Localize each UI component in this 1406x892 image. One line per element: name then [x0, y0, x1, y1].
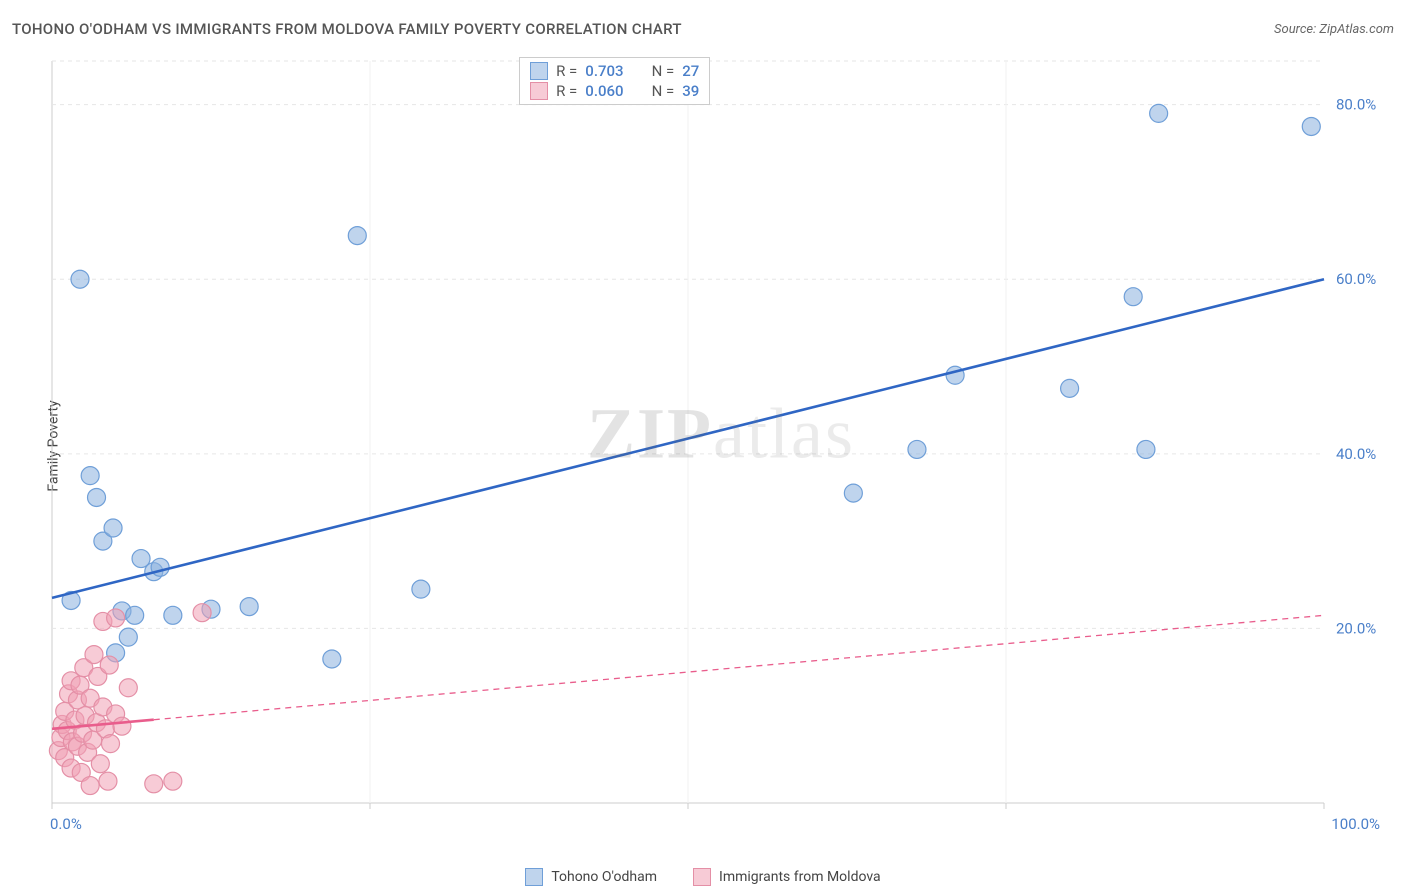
- data-point: [145, 775, 163, 793]
- data-point: [844, 484, 862, 502]
- data-point: [348, 227, 366, 245]
- chart-title: TOHONO O'ODHAM VS IMMIGRANTS FROM MOLDOV…: [12, 20, 682, 38]
- y-tick-label: 20.0%: [1336, 619, 1376, 637]
- stat-r-label: R =: [556, 82, 577, 100]
- data-point: [99, 772, 117, 790]
- y-tick-label: 80.0%: [1336, 96, 1376, 114]
- y-tick-label: 40.0%: [1336, 445, 1376, 463]
- legend-stat-row: R = 0.060 N = 39: [530, 82, 699, 100]
- y-tick-label: 60.0%: [1336, 270, 1376, 288]
- correlation-legend: R = 0.703 N = 27 R = 0.060 N = 39: [519, 57, 710, 105]
- stat-n-value: 27: [682, 62, 699, 80]
- series-legend: Tohono O'odham Immigrants from Moldova: [0, 868, 1406, 886]
- data-point: [1137, 440, 1155, 458]
- data-point: [119, 628, 137, 646]
- data-point: [164, 772, 182, 790]
- data-point: [113, 717, 131, 735]
- data-point: [91, 755, 109, 773]
- data-point: [88, 488, 106, 506]
- stat-r-value: 0.703: [585, 62, 623, 80]
- data-point: [1150, 104, 1168, 122]
- data-point: [81, 777, 99, 795]
- data-point: [323, 650, 341, 668]
- x-tick-label: 0.0%: [50, 815, 82, 833]
- legend-stat-row: R = 0.703 N = 27: [530, 62, 699, 80]
- legend-swatch: [693, 868, 711, 886]
- data-point: [126, 606, 144, 624]
- data-point: [71, 270, 89, 288]
- data-point: [102, 735, 120, 753]
- legend-swatch: [530, 82, 548, 100]
- data-point: [1302, 117, 1320, 135]
- data-point: [193, 604, 211, 622]
- data-point: [240, 598, 258, 616]
- legend-label: Tohono O'odham: [551, 869, 657, 885]
- scatter-plot-svg: 20.0% 40.0% 60.0% 80.0% 0.0% 100.0%: [48, 55, 1394, 845]
- legend-label: Immigrants from Moldova: [719, 869, 881, 885]
- data-point: [412, 580, 430, 598]
- data-point: [104, 519, 122, 537]
- legend-swatch: [530, 62, 548, 80]
- stat-n-label: N =: [652, 62, 675, 80]
- data-point: [100, 656, 118, 674]
- legend-item: Immigrants from Moldova: [693, 868, 881, 886]
- stat-n-value: 39: [682, 82, 699, 100]
- chart-area: 20.0%40.0%60.0%80.0%0.0%100.0% ZIPatlas …: [48, 55, 1394, 845]
- data-point: [107, 609, 125, 627]
- header-bar: TOHONO O'ODHAM VS IMMIGRANTS FROM MOLDOV…: [12, 20, 1394, 38]
- stat-n-label: N =: [652, 82, 675, 100]
- legend-item: Tohono O'odham: [525, 868, 657, 886]
- data-point: [1124, 288, 1142, 306]
- data-point: [81, 467, 99, 485]
- data-point: [85, 646, 103, 664]
- data-point: [908, 440, 926, 458]
- data-point: [164, 606, 182, 624]
- stat-r-label: R =: [556, 62, 577, 80]
- data-point: [119, 679, 137, 697]
- legend-swatch: [525, 868, 543, 886]
- source-attribution: Source: ZipAtlas.com: [1274, 22, 1394, 37]
- data-point: [1061, 379, 1079, 397]
- x-tick-label: 100.0%: [1331, 815, 1380, 833]
- stat-r-value: 0.060: [585, 82, 623, 100]
